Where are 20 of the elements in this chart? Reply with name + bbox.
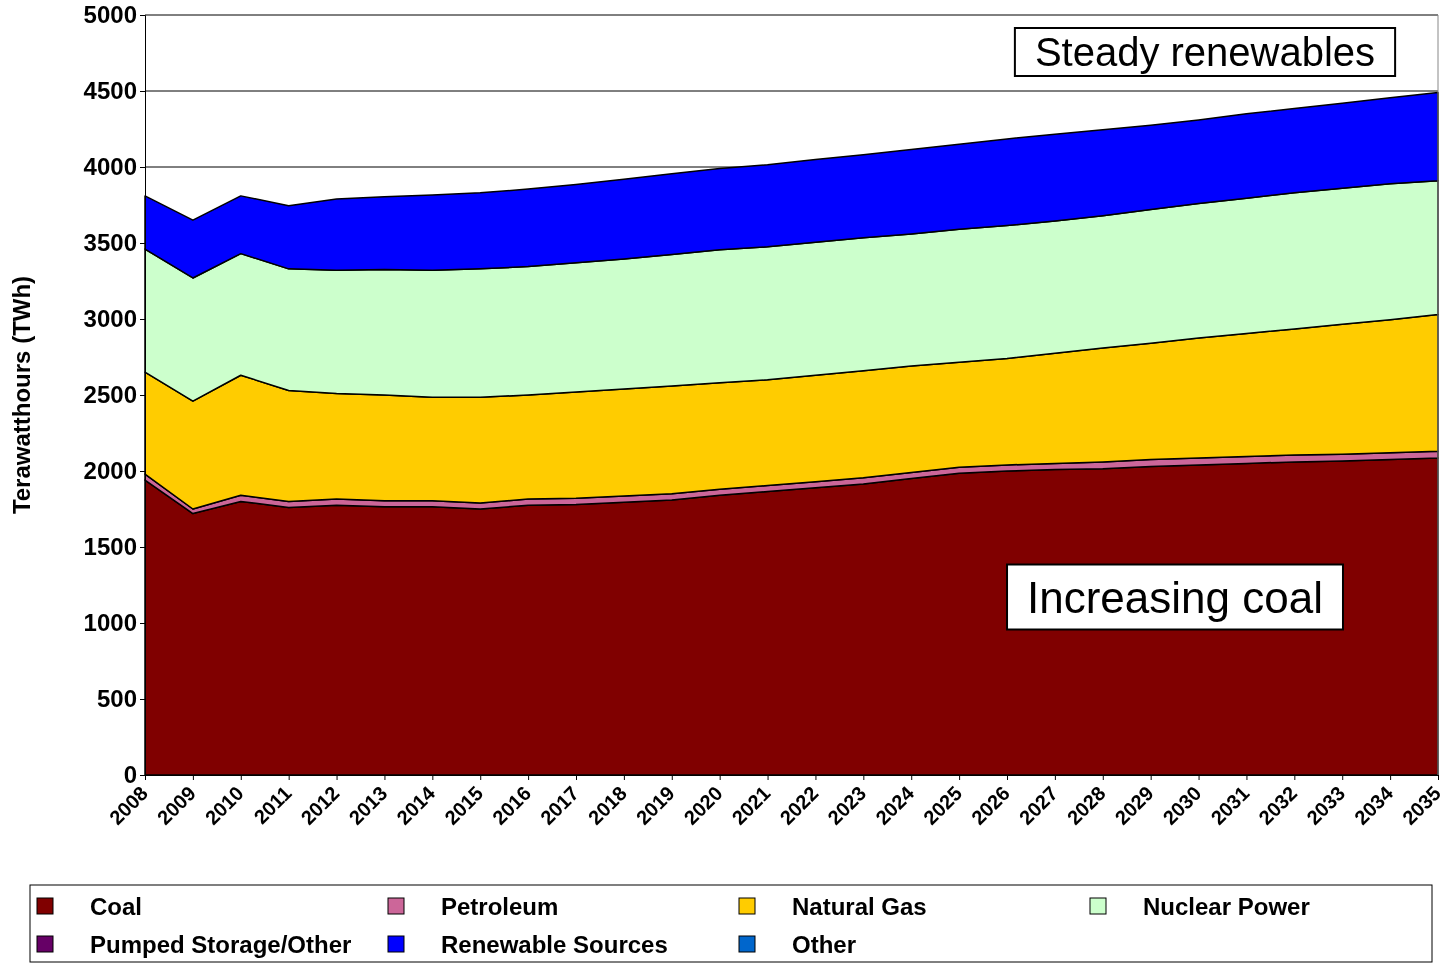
y-axis-title: Terawatthours (TWh): [8, 275, 35, 515]
annotation: Increasing coal: [1027, 572, 1323, 622]
legend-label: Coal: [90, 892, 143, 920]
y-tick-label: 3000: [83, 305, 137, 333]
y-tick-label: 500: [96, 685, 137, 713]
y-tick-label: 4500: [83, 77, 137, 105]
legend-label: Nuclear Power: [1143, 892, 1310, 920]
legend-label: Renewable Sources: [441, 930, 668, 958]
y-tick-label: 4000: [83, 153, 137, 181]
y-tick-label: 3500: [83, 229, 137, 257]
y-tick-label: 5000: [83, 1, 137, 29]
y-tick-label: 2500: [83, 381, 137, 409]
legend-label: Natural Gas: [792, 892, 927, 920]
y-tick-label: 1500: [83, 533, 137, 561]
y-tick-label: 2000: [83, 457, 137, 485]
y-tick-label: 1000: [83, 609, 137, 637]
legend-label: Pumped Storage/Other: [90, 930, 352, 958]
legend-label: Other: [792, 930, 857, 958]
annotation: Steady renewables: [1034, 30, 1376, 74]
legend-label: Petroleum: [441, 892, 559, 920]
